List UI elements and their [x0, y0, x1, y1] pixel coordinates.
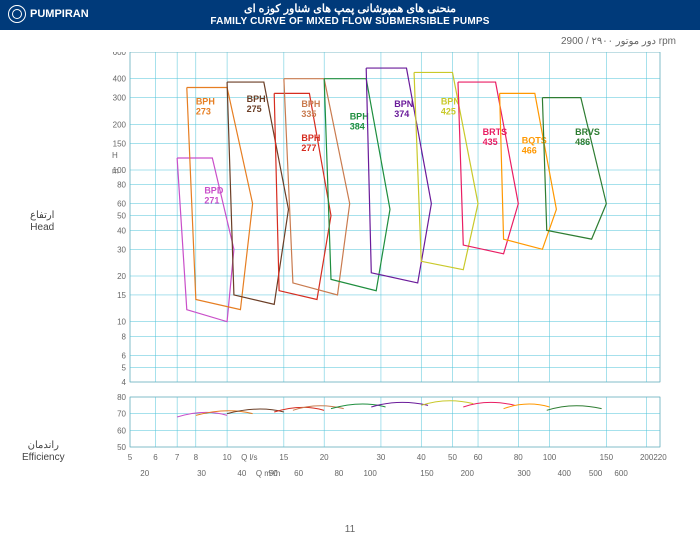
svg-text:BPH: BPH	[301, 99, 320, 109]
svg-text:600: 600	[113, 52, 127, 57]
svg-text:271: 271	[204, 195, 219, 205]
svg-text:m: m	[112, 166, 119, 175]
svg-text:500: 500	[589, 469, 603, 478]
svg-text:400: 400	[558, 469, 572, 478]
svg-text:80: 80	[117, 393, 126, 402]
svg-text:466: 466	[522, 145, 537, 155]
svg-text:275: 275	[247, 104, 262, 114]
chart-title-fa: منحنی های همپوشانی پمپ های شناور کوزه ای	[210, 3, 489, 15]
svg-text:BPN: BPN	[441, 97, 460, 107]
svg-text:BRTS: BRTS	[483, 127, 508, 137]
svg-text:150: 150	[600, 453, 614, 462]
svg-text:H: H	[112, 151, 118, 160]
svg-text:70: 70	[117, 410, 126, 419]
page-number: 11	[345, 524, 355, 535]
svg-text:BPH: BPH	[350, 112, 369, 122]
svg-text:600: 600	[614, 469, 628, 478]
svg-text:60: 60	[117, 200, 126, 209]
svg-text:40: 40	[417, 453, 426, 462]
svg-text:8: 8	[122, 332, 127, 341]
svg-text:150: 150	[113, 139, 127, 148]
svg-text:20: 20	[320, 453, 329, 462]
svg-text:374: 374	[394, 109, 409, 119]
svg-text:300: 300	[113, 94, 127, 103]
svg-text:15: 15	[117, 291, 126, 300]
svg-text:4: 4	[122, 378, 127, 387]
svg-text:80: 80	[514, 453, 523, 462]
svg-text:30: 30	[117, 245, 126, 254]
brand-logo: PUMPIRAN	[8, 5, 89, 23]
chart-area: 4 5 6 8 10 15 20 30 40 50 60 80 100 150 200 300 400 600 Hm…	[100, 52, 670, 492]
svg-text:7: 7	[175, 453, 180, 462]
svg-text:80: 80	[117, 181, 126, 190]
svg-text:50: 50	[448, 453, 457, 462]
rpm-label: دور موتور ۲۹۰۰ / 2900 rpm	[561, 36, 676, 47]
svg-text:100: 100	[363, 469, 377, 478]
svg-text:BRVS: BRVS	[575, 127, 600, 137]
svg-text:425: 425	[441, 107, 456, 117]
svg-text:384: 384	[350, 122, 365, 132]
svg-text:6: 6	[153, 453, 158, 462]
svg-text:BPH: BPH	[301, 133, 320, 143]
svg-text:200: 200	[640, 453, 654, 462]
svg-text:30: 30	[376, 453, 385, 462]
svg-text:50: 50	[117, 212, 126, 221]
svg-text:5: 5	[128, 453, 133, 462]
svg-text:220: 220	[653, 453, 667, 462]
svg-text:277: 277	[301, 143, 316, 153]
svg-text:200: 200	[461, 469, 475, 478]
svg-text:486: 486	[575, 137, 590, 147]
y-axis-eff-label: راندمان Efficiency	[22, 440, 65, 464]
svg-text:40: 40	[117, 226, 126, 235]
y-axis-head-label: ارتفاع Head	[30, 210, 54, 234]
svg-text:60: 60	[294, 469, 303, 478]
svg-text:BPH: BPH	[247, 94, 266, 104]
svg-text:80: 80	[334, 469, 343, 478]
svg-text:30: 30	[197, 469, 206, 478]
svg-text:435: 435	[483, 137, 498, 147]
svg-text:150: 150	[420, 469, 434, 478]
svg-text:BPN: BPN	[394, 99, 413, 109]
svg-text:Q l/s: Q l/s	[241, 453, 257, 462]
svg-text:Q m³/h: Q m³/h	[256, 469, 280, 478]
svg-text:60: 60	[117, 426, 126, 435]
chart-title: منحنی های همپوشانی پمپ های شناور کوزه ای…	[210, 3, 489, 26]
svg-text:400: 400	[113, 75, 127, 84]
svg-text:60: 60	[474, 453, 483, 462]
brand-name: PUMPIRAN	[30, 8, 89, 20]
svg-text:BQTS: BQTS	[522, 135, 547, 145]
svg-text:5: 5	[122, 363, 127, 372]
svg-text:BPD: BPD	[204, 185, 224, 195]
svg-text:40: 40	[237, 469, 246, 478]
svg-text:8: 8	[194, 453, 199, 462]
svg-text:300: 300	[517, 469, 531, 478]
svg-text:BPH: BPH	[196, 97, 215, 107]
svg-text:6: 6	[122, 351, 127, 360]
svg-text:50: 50	[117, 443, 126, 452]
svg-text:10: 10	[223, 453, 232, 462]
header-bar: PUMPIRAN منحنی های همپوشانی پمپ های شناو…	[0, 0, 700, 30]
svg-text:100: 100	[543, 453, 557, 462]
svg-text:15: 15	[279, 453, 288, 462]
svg-text:335: 335	[301, 109, 316, 119]
svg-text:200: 200	[113, 120, 127, 129]
chart-title-en: FAMILY CURVE OF MIXED FLOW SUBMERSIBLE P…	[210, 16, 489, 27]
svg-text:20: 20	[117, 272, 126, 281]
brand-logo-icon	[8, 5, 26, 23]
svg-text:10: 10	[117, 318, 126, 327]
chart-svg: 4 5 6 8 10 15 20 30 40 50 60 80 100 150 200 300 400 600 Hm…	[100, 52, 670, 512]
svg-text:273: 273	[196, 107, 211, 117]
svg-text:20: 20	[140, 469, 149, 478]
